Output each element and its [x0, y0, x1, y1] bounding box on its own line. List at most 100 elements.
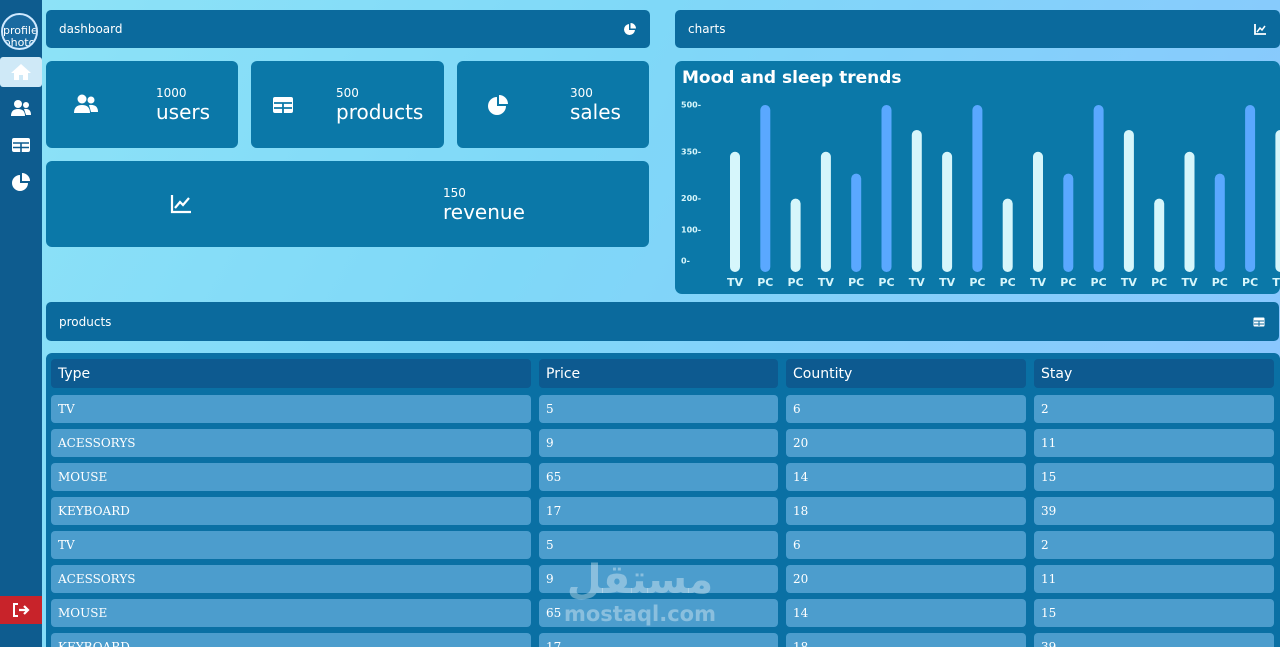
table-cell: 14 [786, 599, 1026, 627]
table-cell: 17 [539, 497, 778, 525]
products-table: Type Price Countity Stay TV 5 6 2 ACESSORYS 9 20 11… [46, 353, 1280, 647]
sidebar: profile photo [0, 0, 42, 647]
table-cell: 9 [539, 565, 778, 593]
products-card: 500 products [251, 61, 444, 148]
products-label: products [336, 100, 424, 124]
x-tick-label: PC [1212, 276, 1228, 289]
sales-card: 300 sales [457, 61, 649, 148]
table-cell: 18 [786, 633, 1026, 647]
sales-count: 300 [570, 86, 593, 100]
chart-title: Mood and sleep trends [682, 68, 902, 88]
table-cell: TV [51, 395, 531, 423]
sales-label: sales [570, 100, 621, 124]
logout-icon [13, 603, 30, 617]
products-header: products [46, 302, 1279, 341]
bar [730, 151, 740, 272]
column-header: Price [539, 359, 778, 388]
x-tick-label: TV [909, 276, 926, 289]
bar [760, 105, 771, 272]
products-title: products [59, 314, 112, 329]
products-count: 500 [336, 86, 359, 100]
x-tick-label: PC [1060, 276, 1076, 289]
charts-header: charts [675, 10, 1280, 48]
table-cell: MOUSE [51, 463, 531, 491]
bar [972, 105, 983, 272]
table-cell: 39 [1034, 633, 1274, 647]
bar [1093, 105, 1104, 272]
users-card: 1000 users [46, 61, 238, 148]
x-tick-label: PC [1151, 276, 1167, 289]
users-icon [11, 100, 31, 116]
avatar[interactable]: profile photo [1, 13, 38, 50]
table-cell: 6 [786, 395, 1026, 423]
table-cell: 5 [539, 531, 778, 559]
revenue-card: 150 revenue [46, 161, 649, 247]
nav-users[interactable] [0, 93, 42, 123]
bar [1275, 129, 1280, 272]
table-cell: KEYBOARD [51, 633, 531, 647]
x-tick-label: TV [818, 276, 835, 289]
table-icon [1253, 317, 1265, 326]
bar [1214, 173, 1225, 272]
bar [1184, 151, 1195, 272]
bar [790, 198, 801, 272]
revenue-count: 150 [443, 186, 466, 200]
column-header: Type [51, 359, 531, 388]
table-cell: 2 [1034, 531, 1274, 559]
table-cell: ACESSORYS [51, 429, 531, 457]
x-tick-label: PC [878, 276, 894, 289]
y-tick-label: 100- [681, 225, 701, 234]
table-icon [12, 138, 30, 152]
line-chart-icon [170, 195, 191, 214]
bar [1033, 151, 1043, 272]
bar [1154, 198, 1165, 272]
bar [1245, 105, 1256, 272]
y-tick-label: 0- [681, 257, 690, 266]
bar [942, 151, 953, 272]
home-icon [11, 64, 31, 80]
x-tick-label: TV [1030, 276, 1047, 289]
x-tick-label: PC [1242, 276, 1258, 289]
bar [1123, 129, 1134, 272]
pie-icon [12, 173, 30, 191]
x-tick-label: TV [1272, 276, 1280, 289]
x-tick-label: PC [1091, 276, 1107, 289]
table-cell: 17 [539, 633, 778, 647]
users-count: 1000 [156, 86, 187, 100]
dashboard-header: dashboard [46, 10, 650, 48]
column-header: Countity [786, 359, 1026, 388]
nav-chart[interactable] [0, 167, 42, 197]
table-cell: 15 [1034, 463, 1274, 491]
logout[interactable] [0, 596, 42, 624]
x-tick-label: TV [1181, 276, 1198, 289]
y-tick-label: 350- [681, 147, 701, 156]
bar [881, 105, 892, 272]
table-cell: 15 [1034, 599, 1274, 627]
table-cell: 65 [539, 463, 778, 491]
pie-icon [624, 23, 636, 35]
table-cell: 5 [539, 395, 778, 423]
table-cell: 2 [1034, 395, 1274, 423]
table-cell: 6 [786, 531, 1026, 559]
bar [851, 173, 862, 272]
table-cell: 18 [786, 497, 1026, 525]
x-tick-label: PC [1000, 276, 1016, 289]
users-label: users [156, 100, 211, 124]
chart-icon [1254, 23, 1266, 35]
table-cell: 11 [1034, 429, 1274, 457]
revenue-label: revenue [443, 200, 525, 224]
x-tick-label: PC [757, 276, 773, 289]
nav-table[interactable] [0, 130, 42, 160]
nav-home[interactable] [0, 57, 42, 87]
table-icon [273, 97, 293, 113]
chart: Mood and sleep trends 0- 100- 200- 350- 500-… [675, 61, 1280, 294]
x-tick-label: PC [848, 276, 864, 289]
bar [820, 151, 831, 272]
table-cell: MOUSE [51, 599, 531, 627]
bar [1063, 173, 1074, 272]
bar [911, 129, 922, 272]
column-header: Stay [1034, 359, 1274, 388]
x-tick-label: TV [727, 276, 744, 289]
